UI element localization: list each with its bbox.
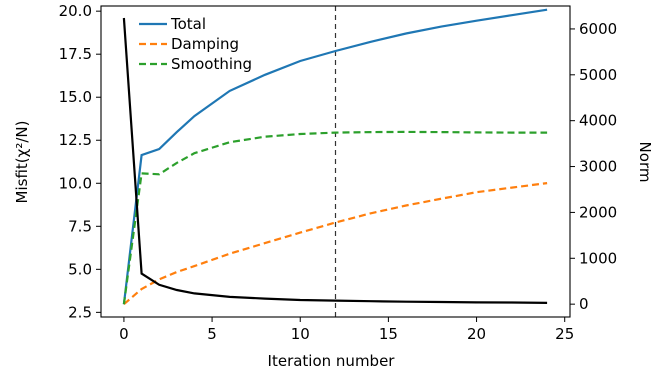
legend-label-smoothing: Smoothing xyxy=(171,55,252,73)
x-tick-label: 0 xyxy=(119,325,129,343)
y-right-tick-label: 4000 xyxy=(579,112,617,130)
y-axis-label-right: Norm xyxy=(636,142,653,183)
y-right-tick-label: 2000 xyxy=(579,203,617,221)
y-left-tick-label: 10.0 xyxy=(59,174,92,192)
y-right-tick-label: 1000 xyxy=(579,249,617,267)
y-right-tick-label: 3000 xyxy=(579,158,617,176)
axes: 0 5 10 15 20 25 2.5 5.0 7.5 10.0 12.5 15.0 17.5 20.0 0… xyxy=(59,2,618,343)
y-left-tick-label: 20.0 xyxy=(59,2,92,20)
y-left-tick-label: 7.5 xyxy=(68,217,92,235)
legend-label-total: Total xyxy=(170,15,206,33)
x-tick-label: 10 xyxy=(291,325,310,343)
y-axis-label-left: Misfit(χ²/N) xyxy=(13,121,31,204)
x-tick-label: 15 xyxy=(379,325,398,343)
misfit-line xyxy=(122,17,548,304)
y-left-tick-label: 17.5 xyxy=(59,45,92,63)
series-line-smoothing xyxy=(122,130,548,305)
y-left-tick-label: 2.5 xyxy=(68,303,92,321)
x-axis-label: Iteration number xyxy=(268,352,396,370)
x-tick-label: 25 xyxy=(555,325,574,343)
series-line-total xyxy=(122,8,548,305)
plot-frame xyxy=(100,5,571,318)
plot-lines xyxy=(122,6,548,317)
y-right-tick-label: 0 xyxy=(579,295,589,313)
y-right-tick-label: 6000 xyxy=(579,20,617,38)
legend-label-damping: Damping xyxy=(171,35,239,53)
series-line-damping xyxy=(123,182,548,306)
y-right-tick-label: 5000 xyxy=(579,66,617,84)
legend: Total Damping Smoothing xyxy=(139,15,252,73)
y-left-tick-label: 12.5 xyxy=(59,131,92,149)
y-left-tick-label: 5.0 xyxy=(68,260,92,278)
x-tick-label: 5 xyxy=(207,325,217,343)
x-tick-label: 20 xyxy=(467,325,486,343)
y-left-tick-label: 15.0 xyxy=(59,88,92,106)
